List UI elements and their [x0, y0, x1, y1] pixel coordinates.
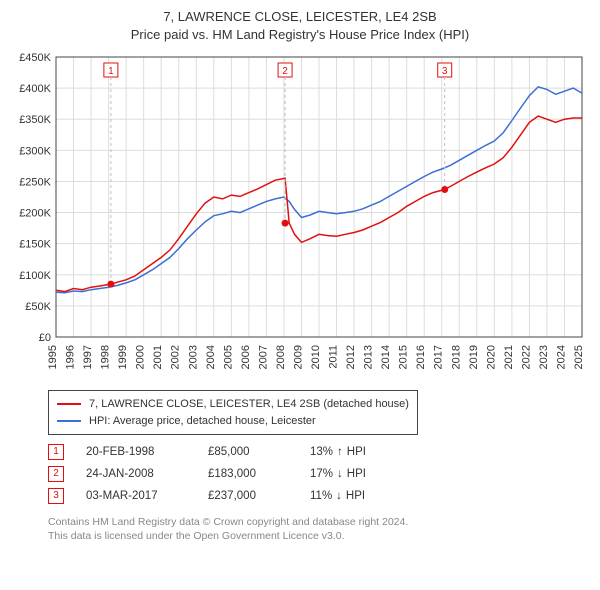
x-tick-label: 2017 — [433, 345, 445, 369]
x-tick-label: 2008 — [275, 345, 287, 369]
chart: £0 £50K £100K £150K £200K £250K £300K £350K £400… — [10, 49, 590, 382]
footer-attribution: Contains HM Land Registry data © Crown c… — [48, 515, 590, 543]
legend-item: HPI: Average price, detached house, Leic… — [57, 413, 409, 430]
y-tick-label: £150K — [19, 239, 51, 251]
y-tick-label: £250K — [19, 177, 51, 189]
arrow-up-icon: ↑ — [337, 446, 343, 458]
x-tick-label: 2004 — [205, 345, 217, 369]
x-tick-label: 2014 — [380, 345, 392, 369]
x-tick-label: 2011 — [328, 345, 340, 369]
legend-swatch — [57, 403, 81, 405]
arrow-down-icon: ↓ — [337, 468, 343, 480]
arrow-down-icon: ↓ — [336, 490, 342, 502]
event-marker-number: 3 — [442, 66, 448, 77]
event-row: 3 03-MAR-2017 £237,000 11% ↓ HPI — [48, 485, 590, 507]
event-price: £85,000 — [208, 446, 288, 458]
x-tick-label: 2022 — [520, 345, 532, 369]
x-tick-label: 2009 — [292, 345, 304, 369]
y-tick-label: £200K — [19, 208, 51, 220]
events-table: 1 20-FEB-1998 £85,000 13% ↑ HPI 2 24-JAN-2008 £1… — [48, 441, 590, 507]
x-tick-label: 2024 — [555, 345, 567, 369]
chart-title: 7, LAWRENCE CLOSE, LEICESTER, LE4 2SB Pr… — [10, 8, 590, 43]
event-price: £237,000 — [208, 490, 288, 502]
chart-svg: £0 £50K £100K £150K £200K £250K £300K £350K £400… — [10, 49, 590, 379]
event-date: 24-JAN-2008 — [86, 468, 186, 480]
event-diff: 13% ↑ HPI — [310, 446, 366, 458]
y-tick-label: £0 — [39, 332, 51, 344]
event-date: 20-FEB-1998 — [86, 446, 186, 458]
x-tick-label: 1999 — [117, 345, 129, 369]
event-diff-percent: 17% — [310, 468, 333, 480]
legend-label: HPI: Average price, detached house, Leic… — [89, 413, 316, 430]
x-tick-label: 2015 — [398, 345, 410, 369]
x-tick-label: 2010 — [310, 345, 322, 369]
x-tick-label: 2021 — [503, 345, 515, 369]
y-tick-label: £50K — [25, 301, 51, 313]
event-diff-vs: HPI — [346, 490, 365, 502]
x-tick-label: 1995 — [47, 345, 59, 369]
x-tick-label: 2016 — [415, 345, 427, 369]
event-row: 2 24-JAN-2008 £183,000 17% ↓ HPI — [48, 463, 590, 485]
event-row: 1 20-FEB-1998 £85,000 13% ↑ HPI — [48, 441, 590, 463]
title-line-2: Price paid vs. HM Land Registry's House … — [10, 26, 590, 44]
y-tick-label: £100K — [19, 270, 51, 282]
event-date: 03-MAR-2017 — [86, 490, 186, 502]
event-price: £183,000 — [208, 468, 288, 480]
y-tick-label: £400K — [19, 83, 51, 95]
legend-swatch — [57, 420, 81, 422]
title-line-1: 7, LAWRENCE CLOSE, LEICESTER, LE4 2SB — [10, 8, 590, 26]
legend-label: 7, LAWRENCE CLOSE, LEICESTER, LE4 2SB (d… — [89, 396, 409, 413]
x-tick-label: 2013 — [363, 345, 375, 369]
x-tick-label: 2001 — [152, 345, 164, 369]
y-tick-label: £450K — [19, 52, 51, 64]
x-tick-label: 2019 — [468, 345, 480, 369]
legend: 7, LAWRENCE CLOSE, LEICESTER, LE4 2SB (d… — [48, 390, 418, 435]
event-marker-number: 2 — [282, 66, 288, 77]
event-point — [441, 186, 448, 193]
legend-item: 7, LAWRENCE CLOSE, LEICESTER, LE4 2SB (d… — [57, 396, 409, 413]
x-tick-label: 2018 — [450, 345, 462, 369]
x-tick-label: 2020 — [485, 345, 497, 369]
event-marker: 2 — [48, 466, 64, 482]
event-point — [282, 220, 289, 227]
event-diff-vs: HPI — [347, 468, 366, 480]
event-diff: 17% ↓ HPI — [310, 468, 366, 480]
event-diff-vs: HPI — [347, 446, 366, 458]
x-tick-label: 1998 — [100, 345, 112, 369]
event-diff-percent: 13% — [310, 446, 333, 458]
footer-line-2: This data is licensed under the Open Gov… — [48, 529, 590, 543]
x-tick-label: 2006 — [240, 345, 252, 369]
x-tick-label: 1996 — [65, 345, 77, 369]
x-tick-label: 2007 — [257, 345, 269, 369]
x-tick-label: 2025 — [573, 345, 585, 369]
event-marker: 1 — [48, 444, 64, 460]
x-tick-label: 2023 — [538, 345, 550, 369]
x-tick-label: 2012 — [345, 345, 357, 369]
event-point — [107, 281, 114, 288]
footer-line-1: Contains HM Land Registry data © Crown c… — [48, 515, 590, 529]
y-tick-label: £350K — [19, 114, 51, 126]
event-diff: 11% ↓ HPI — [310, 490, 365, 502]
x-tick-label: 1997 — [82, 345, 94, 369]
x-tick-label: 2002 — [170, 345, 182, 369]
event-marker-number: 1 — [108, 66, 114, 77]
event-marker: 3 — [48, 488, 64, 504]
x-tick-label: 2000 — [135, 345, 147, 369]
event-diff-percent: 11% — [310, 490, 332, 502]
x-tick-label: 2003 — [187, 345, 199, 369]
y-tick-label: £300K — [19, 145, 51, 157]
x-tick-label: 2005 — [222, 345, 234, 369]
